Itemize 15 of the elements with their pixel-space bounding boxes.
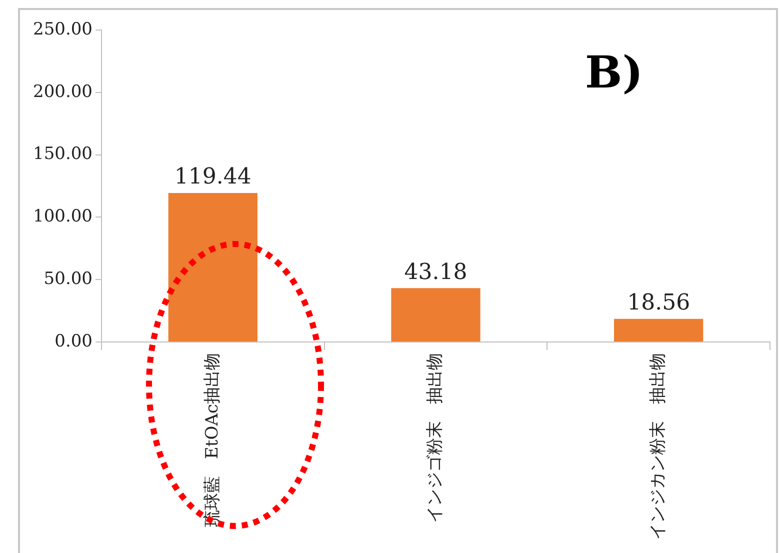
data-label: 119.44	[174, 164, 252, 190]
y-tick-label: 0.00	[54, 331, 92, 352]
bar	[168, 192, 258, 342]
bar	[614, 318, 704, 342]
x-tick-label: インジゴ粉末 抽出物	[425, 353, 446, 523]
y-tick-label: 100.00	[33, 206, 92, 227]
y-tick-label: 200.00	[33, 82, 92, 102]
bar	[391, 288, 480, 342]
y-tick-label: 150.00	[33, 144, 92, 164]
data-label: 18.56	[627, 290, 690, 316]
y-tick-label: 50.00	[44, 269, 92, 290]
x-tick-label: インジカン粉末 抽出物	[648, 353, 668, 540]
annotation: B)	[584, 47, 644, 98]
y-tick-label: 250.00	[33, 19, 92, 40]
data-label: 43.18	[404, 260, 468, 285]
